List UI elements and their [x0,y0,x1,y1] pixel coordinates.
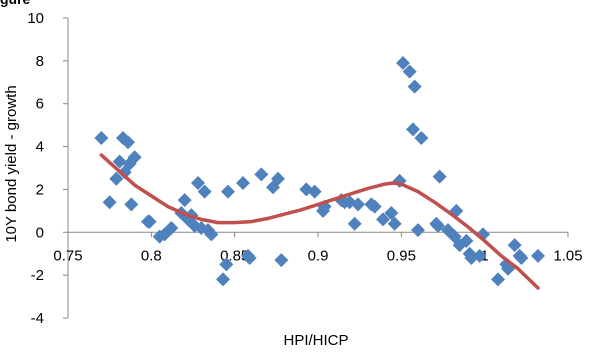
data-point [472,248,487,263]
y-tick-label: 4 [36,139,44,156]
data-point [109,171,124,186]
data-point [347,216,362,231]
data-point [507,238,522,253]
data-point [236,176,250,190]
data-point [414,131,429,145]
data-point [204,227,219,242]
data-point [432,169,447,184]
y-tick-label: 10 [27,10,44,27]
data-point [127,150,142,165]
data-point [307,184,322,199]
y-axis-title: 10Y bond yield - growth [3,85,20,242]
data-point [459,233,474,248]
data-point [197,184,212,199]
data-point [191,176,205,190]
data-point [102,195,117,210]
data-point [242,251,257,265]
x-tick-label: 0.8 [141,247,162,264]
x-tick-label: 0.9 [308,247,329,264]
y-tick-label: 6 [36,96,44,113]
data-point [491,272,505,287]
data-point [121,135,135,150]
x-tick-label: 0.95 [387,247,416,264]
data-point [274,253,289,268]
data-point [94,131,109,145]
data-point [376,212,390,227]
data-point [402,64,417,79]
data-point [531,248,545,263]
y-tick-label: 0 [36,224,44,241]
data-point [396,56,410,70]
data-point [271,171,285,186]
data-point [514,251,529,265]
y-tick-label: 2 [36,181,44,198]
y-tick-label: -4 [31,310,44,327]
y-tick-label: 8 [36,53,44,70]
data-point [117,165,132,180]
data-point [351,197,365,212]
data-point [221,184,235,199]
data-point [216,272,230,287]
data-point [431,218,445,233]
data-point [219,257,234,272]
clipped-figure-label: gure [0,0,30,7]
data-point [177,193,192,208]
x-axis-title: HPI/HICP [283,332,348,349]
x-tick-label: 0.75 [53,247,82,264]
x-tick-label: 1.05 [553,247,582,264]
data-point [112,154,127,169]
data-point [406,122,420,137]
data-point [254,167,269,182]
data-point [164,221,179,235]
data-point [124,197,139,212]
data-point [407,79,422,94]
data-point [411,223,425,238]
data-point [384,206,399,220]
trend-line [99,153,540,290]
data-point [367,199,382,214]
y-tick-label: -2 [31,267,44,284]
data-point [142,214,157,229]
data-point [387,216,402,231]
